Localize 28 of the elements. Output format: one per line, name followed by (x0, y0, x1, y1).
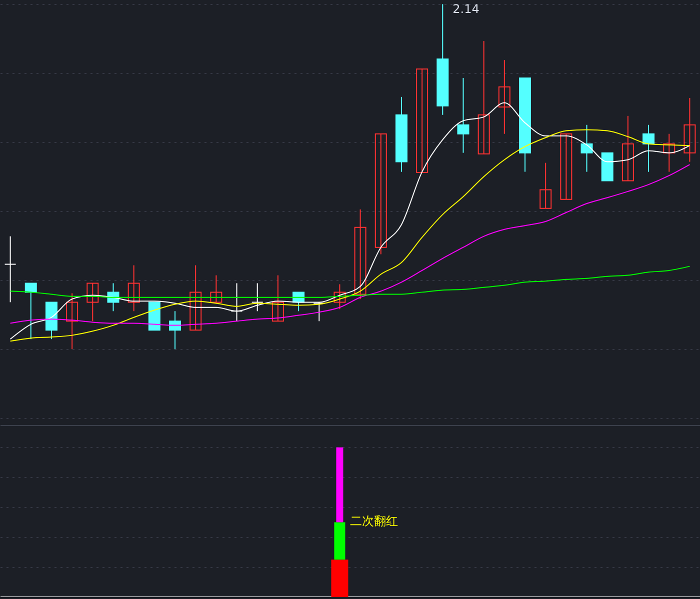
candlestick (4, 236, 16, 303)
candlestick (498, 60, 510, 134)
candlestick (354, 208, 366, 300)
candlestick (622, 115, 634, 182)
candlestick (190, 264, 202, 331)
candlestick (684, 97, 696, 162)
candlestick (416, 68, 428, 173)
candlestick (580, 124, 593, 172)
candlestick (169, 310, 181, 350)
candlestick (313, 302, 326, 322)
candlestick (334, 284, 346, 310)
candlestick (478, 40, 490, 154)
candlestick (24, 282, 37, 340)
annotation: 2.14 (452, 2, 480, 16)
candlestick (457, 77, 470, 154)
candlestick (251, 282, 264, 312)
candlestick (128, 264, 140, 312)
candlestick (560, 133, 572, 200)
candlestick (230, 282, 243, 322)
candlestick (540, 162, 552, 209)
candlestick (663, 133, 676, 172)
candlestick (86, 282, 99, 322)
candlestick (210, 274, 222, 303)
candlestick (272, 274, 284, 322)
annotation: 二次翻红 (350, 514, 398, 528)
candlestick (66, 292, 78, 350)
candlestick (642, 124, 655, 172)
candlestick (374, 133, 387, 255)
